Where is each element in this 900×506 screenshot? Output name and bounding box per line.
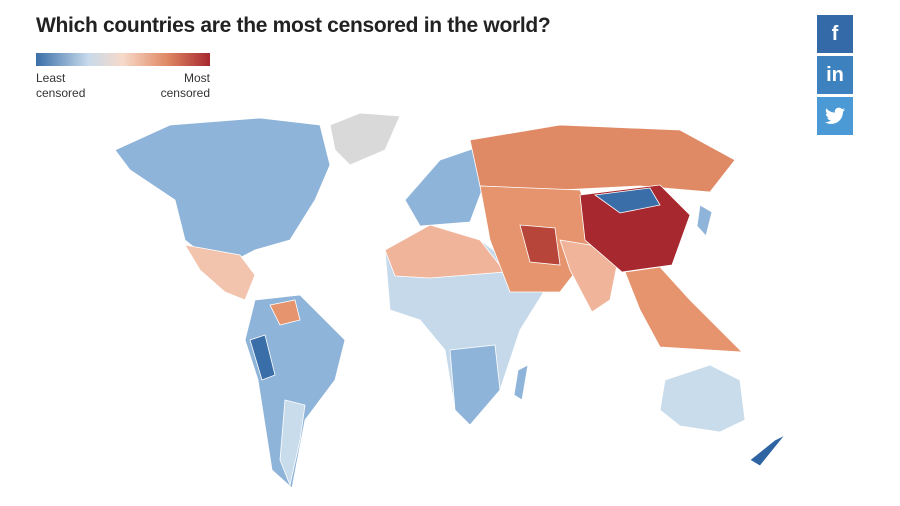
japan bbox=[696, 204, 713, 237]
southern-africa bbox=[449, 344, 501, 426]
mongolia bbox=[593, 187, 661, 214]
legend-gradient bbox=[36, 53, 210, 66]
russia bbox=[469, 124, 736, 193]
greenland bbox=[329, 112, 401, 166]
twitter-button[interactable] bbox=[817, 97, 853, 135]
title: Which countries are the most censored in… bbox=[36, 14, 551, 37]
legend: Least censored Most censored bbox=[36, 53, 210, 100]
north-america bbox=[114, 117, 331, 269]
linkedin-button[interactable]: in bbox=[817, 56, 853, 94]
madagascar bbox=[513, 364, 529, 401]
venezuela bbox=[269, 299, 301, 326]
australia bbox=[659, 364, 746, 433]
china bbox=[579, 184, 691, 273]
legend-low: Least censored bbox=[36, 71, 86, 100]
north-africa bbox=[384, 224, 506, 279]
legend-high: Most censored bbox=[160, 71, 210, 100]
south-america bbox=[244, 294, 346, 489]
new-zealand bbox=[749, 434, 786, 467]
southeast-asia bbox=[624, 266, 744, 353]
europe bbox=[404, 147, 483, 227]
central-america bbox=[184, 244, 256, 301]
peru bbox=[249, 334, 276, 381]
argentina bbox=[279, 399, 306, 487]
twitter-icon bbox=[825, 107, 845, 124]
facebook-button[interactable]: f bbox=[817, 15, 853, 53]
iran bbox=[519, 224, 561, 266]
